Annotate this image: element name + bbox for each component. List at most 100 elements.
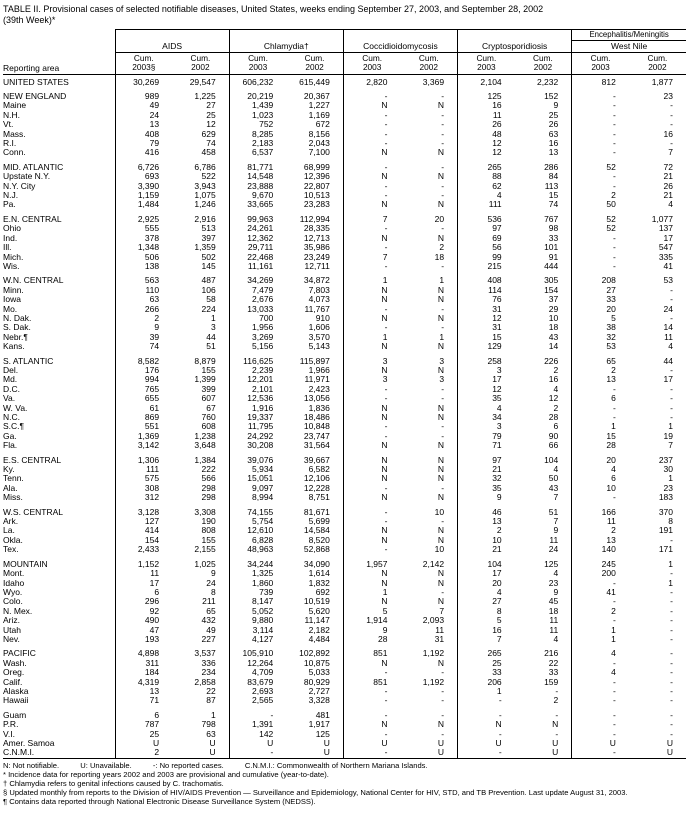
- value-cell: 1,159: [114, 190, 173, 201]
- value-cell: 7: [668, 440, 673, 451]
- value-cell: 4: [668, 341, 673, 352]
- value-cell: N: [342, 313, 401, 324]
- value-cell: -: [342, 384, 401, 395]
- value-cell: 1: [571, 625, 629, 635]
- value-cell: 312: [114, 492, 173, 503]
- value-cell: 12: [457, 384, 515, 395]
- value-cell: N: [437, 473, 445, 484]
- table-row: N.H. 24 25 1,023 1,169 - - 11 25 - -: [3, 109, 686, 121]
- value-cell: -: [342, 667, 401, 678]
- value-cell: U: [628, 748, 686, 759]
- value-cell: 1: [439, 275, 445, 286]
- value-cell: 6: [571, 393, 629, 404]
- reporting-area-cell: Calif.: [3, 677, 23, 687]
- value-cell: -: [342, 261, 401, 272]
- value-cell: -: [342, 242, 401, 253]
- reporting-area-cell: Conn.: [3, 148, 26, 158]
- value-cell: -: [342, 138, 401, 149]
- value-cell: 2,676: [228, 294, 287, 305]
- value-cell: 13,056: [303, 393, 330, 404]
- value-cell: N: [437, 284, 445, 295]
- footnote: * Incidence data for reporting years 200…: [3, 769, 329, 779]
- value-cell: 46: [457, 502, 515, 518]
- value-cell: N: [342, 100, 401, 111]
- table-row: La. 414 808 12,610 14,584 N N 2 9 2 191: [3, 526, 686, 536]
- value-cell: 53: [663, 275, 673, 286]
- value-cell: -: [571, 695, 629, 706]
- value-cell: N: [342, 365, 401, 376]
- value-cell: 9: [553, 586, 559, 597]
- value-cell: 2,727: [308, 685, 330, 696]
- value-cell: 24: [663, 303, 673, 314]
- table-row: P.R. 787 798 1,391 1,917 N N N N - -: [3, 719, 686, 730]
- value-cell: 3: [210, 322, 216, 333]
- value-cell: -: [571, 233, 629, 244]
- value-cell: 6: [553, 421, 559, 432]
- value-cell: 98: [548, 223, 559, 234]
- value-cell: 184: [114, 667, 173, 678]
- value-cell: U: [437, 738, 445, 748]
- value-cell: 33: [571, 294, 629, 305]
- value-cell: 208: [571, 271, 629, 286]
- value-cell: 551: [114, 421, 173, 432]
- value-cell: 9: [114, 322, 173, 333]
- value-cell: N: [437, 719, 445, 730]
- value-cell: 125: [315, 728, 330, 739]
- value-cell: 23: [663, 91, 673, 101]
- value-cell: 7,100: [308, 147, 330, 158]
- table-row: N. Dak. 2 1 700 910 N N 12 10 5 -: [3, 312, 686, 324]
- value-cell: N: [342, 568, 401, 579]
- value-cell: 9,097: [228, 483, 287, 494]
- value-cell: 1,025: [194, 558, 216, 569]
- value-cell: -: [342, 322, 401, 333]
- value-cell: 700: [228, 313, 287, 324]
- reporting-area-cell: W. Va.: [3, 403, 28, 413]
- value-cell: 39: [114, 332, 173, 343]
- value-cell: 88: [457, 171, 515, 182]
- value-cell: 1,836: [308, 402, 330, 413]
- value-cell: 23,888: [228, 181, 287, 192]
- value-cell: -: [571, 384, 629, 395]
- value-cell: -: [670, 312, 673, 323]
- value-cell: 752: [228, 119, 287, 130]
- table-subtitle: (39th Week)*: [3, 15, 56, 25]
- value-cell: -: [441, 190, 445, 201]
- value-cell: 693: [114, 171, 173, 182]
- value-cell: 11: [549, 624, 559, 635]
- value-cell: 8: [457, 606, 515, 617]
- table-row: W.S. CENTRAL 3,128 3,308 74,155 81,671 - 10 46 5…: [3, 502, 686, 518]
- table-row: Hawaii 71 87 2,565 3,328 - - - 2 - -: [3, 695, 686, 706]
- value-cell: -: [571, 492, 629, 503]
- value-cell: 3,943: [194, 180, 216, 191]
- value-cell: -: [441, 119, 445, 130]
- value-cell: N: [342, 526, 401, 536]
- value-cell: -: [441, 393, 445, 404]
- value-cell: 154: [114, 535, 173, 546]
- value-cell: 4,484: [308, 633, 330, 644]
- value-cell: 672: [315, 119, 330, 130]
- value-cell: 1,917: [308, 719, 330, 730]
- value-cell: 227: [201, 633, 216, 644]
- reporting-area-cell: Mont.: [3, 569, 25, 579]
- value-cell: -: [457, 695, 515, 706]
- reporting-area-cell: Ark.: [3, 517, 19, 527]
- value-cell: -: [670, 109, 673, 120]
- value-cell: 11: [571, 516, 629, 527]
- value-cell: 15: [571, 431, 629, 442]
- value-cell: 3,390: [114, 181, 173, 192]
- value-cell: 65: [206, 605, 216, 616]
- value-cell: N: [437, 312, 445, 323]
- reporting-area-cell: MID. ATLANTIC: [3, 161, 64, 172]
- value-cell: 760: [201, 412, 216, 422]
- value-cell: 1,075: [194, 190, 216, 201]
- value-cell: 6,828: [228, 535, 287, 546]
- value-cell: -: [342, 516, 401, 527]
- value-cell: 193: [114, 634, 173, 645]
- value-cell: 33,665: [228, 200, 287, 210]
- value-cell: 52,868: [303, 544, 330, 555]
- value-cell: 10: [434, 506, 445, 517]
- value-cell: 155: [201, 534, 216, 545]
- value-cell: 17: [457, 374, 515, 385]
- value-cell: 20,219: [228, 87, 287, 102]
- value-cell: 16: [548, 138, 559, 149]
